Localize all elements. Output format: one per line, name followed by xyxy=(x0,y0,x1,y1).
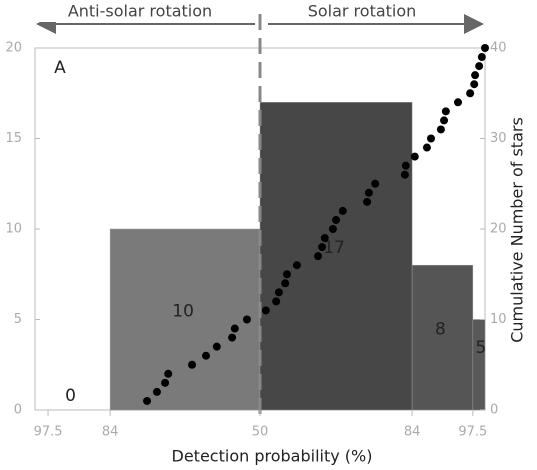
cumulative-point xyxy=(332,215,341,224)
bar xyxy=(259,102,413,411)
cumulative-point xyxy=(283,270,291,279)
y-tick-label: 10 xyxy=(5,222,22,237)
y2-tick-label: 0 xyxy=(490,403,498,418)
cumulative-point xyxy=(475,62,484,71)
label-bg xyxy=(28,2,253,22)
y-tick-label: 5 xyxy=(14,312,22,327)
cumulative-point xyxy=(314,252,323,261)
cumulative-point xyxy=(242,315,251,324)
cumulative-point xyxy=(292,261,301,270)
cumulative-point xyxy=(281,279,290,288)
cumulative-point xyxy=(422,143,431,152)
y-tick-label: 0 xyxy=(14,403,22,418)
cumulative-point xyxy=(410,152,419,161)
cumulative-point xyxy=(320,234,329,243)
cumulative-point xyxy=(427,134,435,143)
cumulative-point xyxy=(364,188,373,197)
annotation: Anti-solar rotation xyxy=(68,2,212,21)
cumulative-point xyxy=(188,360,197,369)
y-tick-label: 20 xyxy=(5,41,22,56)
cumulative-point xyxy=(436,125,445,134)
y2-tick-label: 40 xyxy=(490,41,507,56)
y2-axis-label: Cumulative Number of stars xyxy=(508,117,527,343)
cumulative-point xyxy=(318,243,327,252)
x-tick-label: 97.5 xyxy=(458,425,487,440)
cumulative-point xyxy=(481,44,489,52)
cumulative-point xyxy=(470,80,479,89)
label-bg xyxy=(290,2,440,22)
cumulative-point xyxy=(441,107,450,116)
data-label: 5 xyxy=(476,338,487,358)
cumulative-point xyxy=(161,378,170,387)
y2-tick-label: 20 xyxy=(490,222,507,237)
x-tick-label: 84 xyxy=(102,425,119,440)
cumulative-point xyxy=(338,206,347,215)
x-tick-label: 97.5 xyxy=(34,425,63,440)
data-label: 0 xyxy=(65,386,76,406)
cumulative-point xyxy=(274,288,283,297)
panel-label: A xyxy=(54,58,66,78)
cumulative-point xyxy=(143,396,152,405)
bar xyxy=(411,264,474,411)
cumulative-point xyxy=(328,225,337,233)
cumulative-point xyxy=(454,98,462,107)
cumulative-point xyxy=(202,351,210,360)
cumulative-point xyxy=(400,170,409,179)
cumulative-point xyxy=(228,333,237,342)
cumulative-point xyxy=(401,161,410,170)
cumulative-point xyxy=(152,387,161,396)
cumulative-point xyxy=(212,342,221,351)
data-label: 17 xyxy=(323,238,345,258)
x-axis-label: Detection probability (%) xyxy=(172,447,373,466)
cumulative-point xyxy=(261,306,270,315)
y-tick-label: 15 xyxy=(5,131,22,146)
cumulative-point xyxy=(466,89,475,98)
cumulative-point xyxy=(440,116,449,125)
x-tick-label: 84 xyxy=(404,425,421,440)
cumulative-point xyxy=(230,324,239,333)
cumulative-point xyxy=(363,197,372,206)
y2-tick-label: 10 xyxy=(490,312,507,327)
bar xyxy=(109,228,261,411)
cumulative-point xyxy=(164,369,173,378)
y2-tick-label: 30 xyxy=(490,131,507,146)
annotation: Solar rotation xyxy=(308,2,417,21)
cumulative-point xyxy=(371,179,380,188)
bar xyxy=(472,319,486,411)
data-label: 10 xyxy=(172,302,194,322)
x-tick-label: 50 xyxy=(252,425,269,440)
cumulative-point xyxy=(471,71,480,80)
data-label: 8 xyxy=(435,320,446,340)
cumulative-point xyxy=(272,297,281,306)
cumulative-point xyxy=(477,53,486,62)
